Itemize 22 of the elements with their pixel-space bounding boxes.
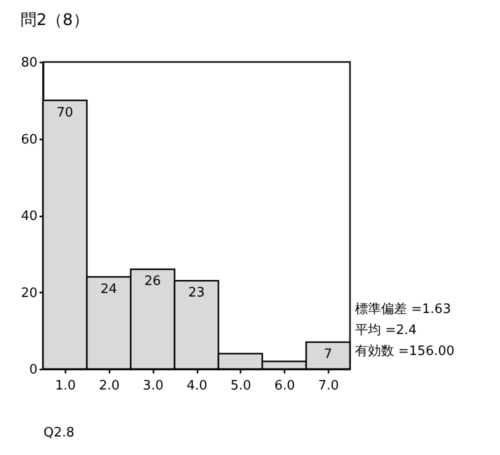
text: 標準偏差 =1.63	[355, 302, 451, 317]
x-axis-title: Q2.8	[44, 426, 74, 440]
data-label: 23	[188, 286, 205, 301]
x-tick-label: 2.0	[98, 378, 120, 394]
x-tick-label: 5.0	[230, 378, 252, 394]
data-label: 26	[144, 274, 161, 290]
y-tick-label: 60	[20, 132, 38, 148]
y-tick-label: 0	[29, 362, 38, 378]
chart-title: 問2（8）	[20, 10, 89, 29]
x-tick-label: 1.0	[55, 378, 76, 394]
data-label: 7	[324, 347, 332, 362]
y-tick-label: 20	[20, 286, 38, 301]
y-tick-label: 80	[20, 56, 38, 70]
data-label: 24	[100, 282, 118, 297]
x-tick-label: 7.0	[318, 378, 339, 394]
x-tick-label: 4.0	[186, 378, 208, 394]
x-tick-label: 6.0	[274, 378, 296, 394]
data-label: 70	[56, 105, 74, 120]
x-tick-label: 3.0	[142, 378, 164, 394]
y-tick-label: 40	[20, 209, 38, 224]
text: 有効数 =156.00	[355, 344, 455, 359]
text: 平均 =2.4	[355, 323, 417, 338]
